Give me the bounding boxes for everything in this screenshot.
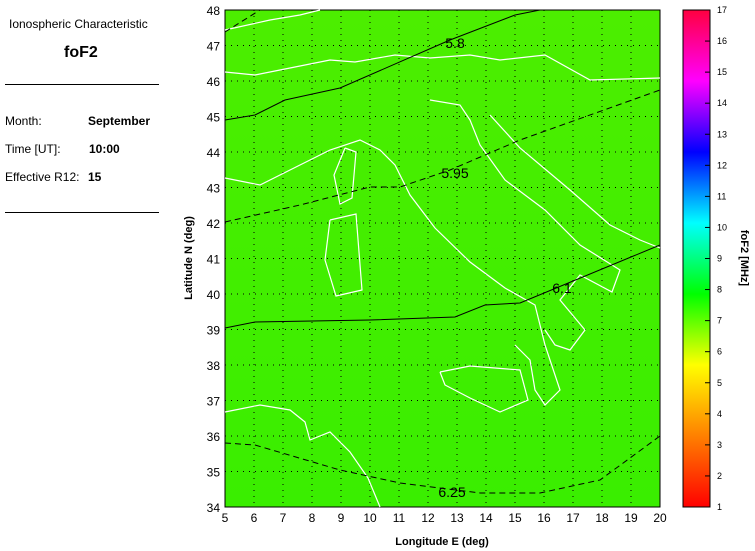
y-axis-label: Latitude N (deg) [183, 216, 195, 300]
y-tick-label: 42 [207, 217, 221, 231]
colorbar-label: foF2 [MHz] [738, 230, 750, 287]
colorbar-tick-label: 4 [717, 409, 722, 419]
y-tick-label: 37 [207, 395, 221, 409]
contour-line [224, 9, 541, 121]
coastline [224, 9, 321, 31]
divider [5, 84, 159, 85]
x-tick-label: 14 [479, 511, 493, 525]
colorbar-tick-label: 3 [717, 440, 722, 450]
characteristic-name: foF2 [64, 44, 98, 61]
coastline [439, 365, 529, 413]
y-tick-label: 43 [207, 182, 221, 196]
x-axis-label: Longitude E (deg) [395, 536, 489, 548]
y-tick-label: 39 [207, 324, 221, 338]
divider [5, 212, 159, 213]
y-tick-label: 35 [207, 466, 221, 480]
x-tick-label: 15 [508, 511, 522, 525]
y-tick-label: 38 [207, 359, 221, 373]
x-tick-label: 11 [393, 511, 406, 525]
x-tick-label: 17 [566, 511, 580, 525]
month-value: September [88, 114, 151, 128]
time-value: 10:00 [89, 142, 120, 156]
x-tick-label: 19 [624, 511, 638, 525]
colorbar-tick-label: 16 [717, 36, 727, 46]
y-tick-label: 48 [207, 4, 221, 18]
characteristic-heading: Ionospheric Characteristic [9, 17, 148, 31]
x-tick-label: 12 [421, 511, 435, 525]
x-tick-label: 5 [222, 511, 229, 525]
contour-line [224, 244, 661, 329]
colorbar-tick-label: 11 [717, 191, 726, 201]
y-tick-label: 40 [207, 288, 221, 302]
x-tick-label: 6 [251, 511, 258, 525]
contour-label: 5.8 [445, 35, 465, 51]
colorbar-tick-label: 15 [717, 67, 727, 77]
y-tick-label: 46 [207, 75, 221, 89]
r12-label: Effective R12: [5, 170, 80, 184]
y-tick-label: 41 [207, 253, 221, 267]
y-tick-label: 34 [207, 501, 221, 515]
colorbar-tick-label: 1 [717, 502, 722, 512]
colorbar-tick-label: 13 [717, 129, 727, 139]
x-tick-label: 16 [537, 511, 551, 525]
contour-line [224, 435, 661, 494]
colorbar-tick-label: 12 [717, 160, 727, 170]
x-tick-label: 7 [280, 511, 287, 525]
x-tick-label: 9 [338, 511, 345, 525]
month-label: Month: [5, 114, 42, 128]
colorbar-tick-label: 8 [717, 285, 722, 295]
coastline [429, 99, 621, 351]
x-tick-label: 18 [595, 511, 609, 525]
contour-label: 5.95 [441, 165, 468, 181]
contour-label: 6.1 [552, 280, 572, 296]
contour-label: 6.25 [438, 484, 465, 500]
x-tick-label: 8 [309, 511, 316, 525]
coastline [324, 213, 363, 297]
contour-line [224, 9, 261, 33]
colorbar-tick-label: 17 [717, 5, 727, 15]
x-tick-label: 20 [653, 511, 667, 525]
r12-value: 15 [88, 170, 102, 184]
colorbar-tick-label: 7 [717, 316, 722, 326]
coastline [224, 139, 561, 406]
colorbar-tick-label: 5 [717, 378, 722, 388]
y-tick-label: 44 [207, 146, 221, 160]
colorbar-tick-label: 6 [717, 347, 722, 357]
time-label: Time [UT]: [5, 142, 61, 156]
x-tick-label: 10 [363, 511, 377, 525]
y-tick-label: 36 [207, 430, 221, 444]
colorbar-tick-label: 9 [717, 254, 722, 264]
colorbar-tick-label: 10 [717, 222, 727, 232]
y-tick-label: 45 [207, 111, 221, 125]
colorbar-tick-label: 14 [717, 98, 727, 108]
coastline [333, 147, 357, 205]
y-tick-label: 47 [207, 40, 221, 54]
x-tick-label: 13 [450, 511, 464, 525]
map-area [224, 9, 661, 508]
colorbar-tick-label: 2 [717, 471, 722, 481]
coastline [224, 404, 381, 508]
